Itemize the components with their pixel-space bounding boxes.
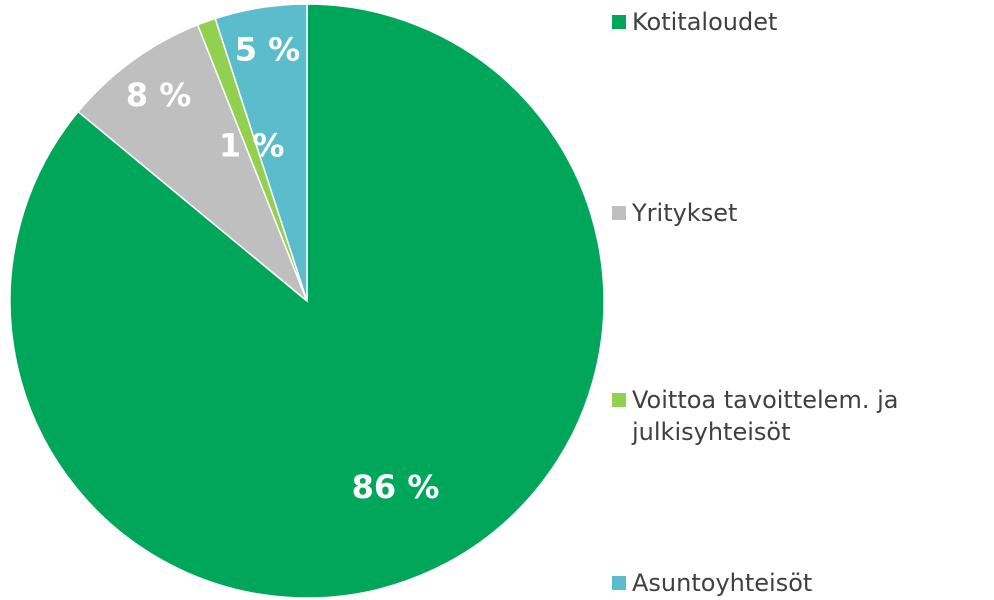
legend-item: Asuntoyhteisöt bbox=[612, 567, 992, 599]
pie-slice bbox=[77, 23, 308, 302]
data-label: 1 % bbox=[219, 126, 284, 164]
legend-swatch bbox=[612, 206, 626, 220]
legend-swatch bbox=[612, 15, 626, 29]
legend-item: Yritykset bbox=[612, 197, 992, 229]
legend-item: Kotitaloudet bbox=[612, 6, 992, 38]
legend-label: Yritykset bbox=[632, 199, 738, 227]
legend-swatch bbox=[612, 576, 626, 590]
legend-swatch bbox=[612, 393, 626, 407]
data-label: 86 % bbox=[352, 468, 440, 506]
legend-label: Asuntoyhteisöt bbox=[632, 569, 813, 597]
chart: 86 % 8 % 1 % 5 % bbox=[9, 3, 605, 599]
pie-slice bbox=[214, 3, 308, 302]
legend-label: Kotitaloudet bbox=[632, 8, 778, 36]
legend-label: Voittoa tavoittelem. ja julkisyhteisöt bbox=[632, 386, 899, 446]
data-label: 5 % bbox=[235, 31, 300, 69]
data-label: 8 % bbox=[126, 76, 191, 114]
legend-item: Voittoa tavoittelem. ja julkisyhteisöt bbox=[612, 384, 992, 448]
